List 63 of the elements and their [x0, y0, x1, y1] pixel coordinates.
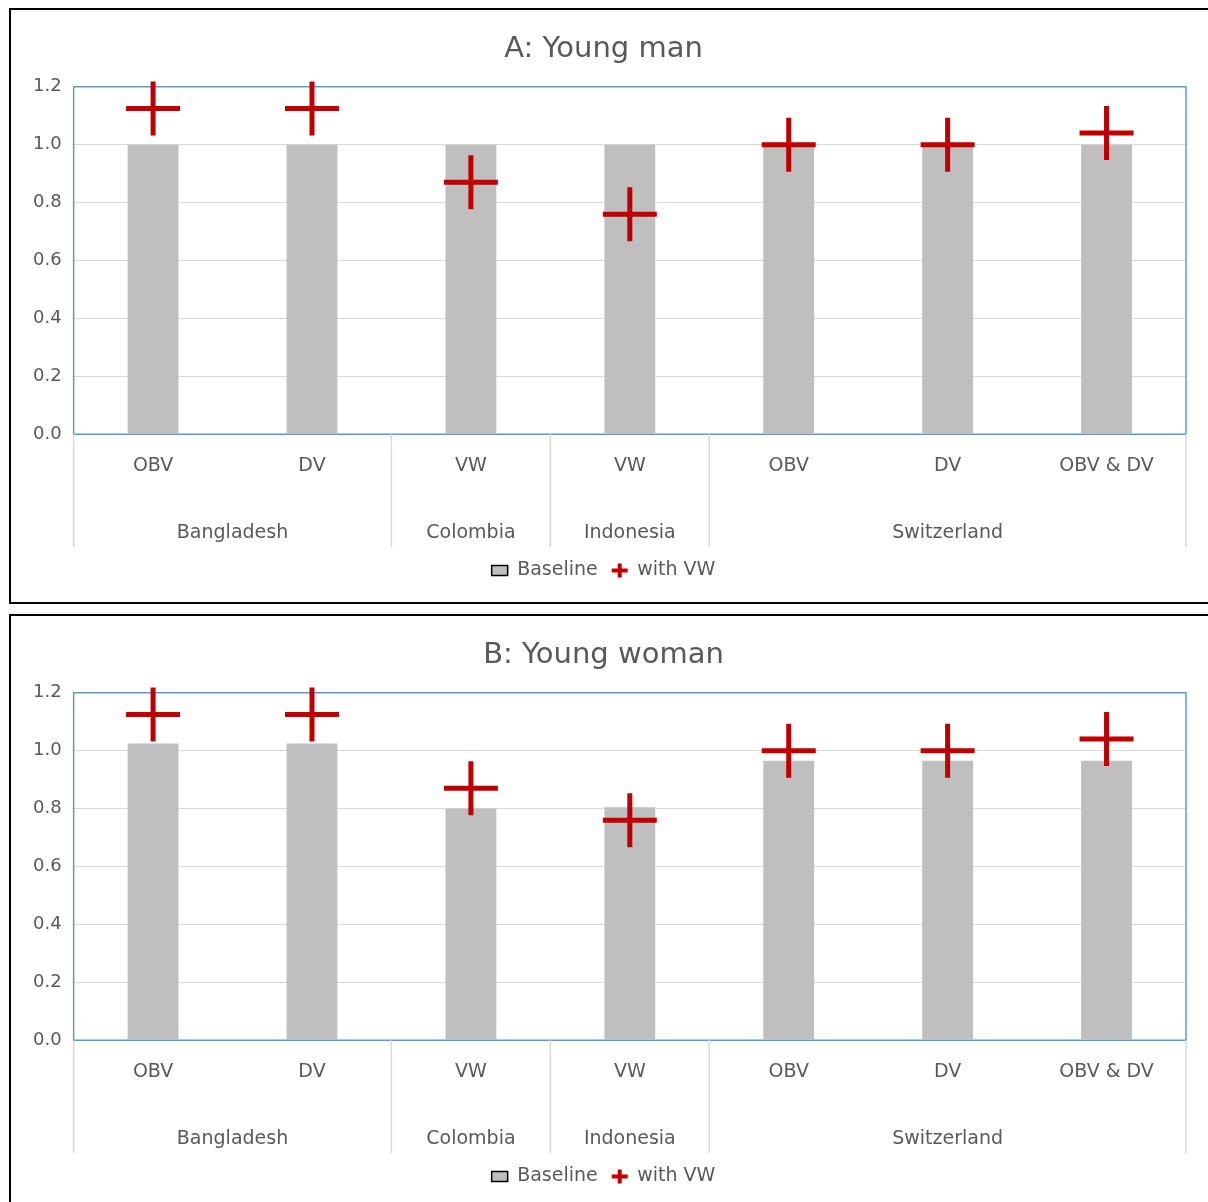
point [761, 117, 816, 172]
y-tick-label: 0.8 [32, 190, 62, 212]
x-tick-label: OBV [768, 1058, 809, 1081]
y-tick-label: 0.8 [32, 796, 62, 818]
x-tick-label: DV [933, 452, 962, 475]
bar [604, 807, 656, 1040]
bar [763, 760, 815, 1040]
text: Indonesia [583, 1125, 676, 1148]
y-tick-label: 0.4 [32, 306, 62, 328]
legend-label: Baseline [517, 557, 598, 580]
y-tick-label: 1.0 [32, 132, 62, 154]
y-tick-label: 0.0 [32, 421, 62, 443]
point [284, 687, 339, 742]
point [126, 687, 181, 742]
y-tick-label: 0.2 [32, 363, 62, 385]
point [284, 81, 339, 136]
point [761, 723, 816, 778]
point [602, 187, 657, 242]
point [602, 793, 657, 848]
bar [127, 743, 179, 1040]
x-tick-label: OBV & DV [1059, 1058, 1154, 1081]
y-tick-label: 1.2 [32, 680, 62, 702]
x-tick-label: DV [298, 1058, 326, 1081]
point [1079, 712, 1134, 767]
text: Indonesia [583, 519, 676, 542]
chart-title: A: Young man [504, 29, 703, 64]
point [443, 761, 498, 816]
text: Colombia [426, 1125, 516, 1148]
x-tick-label: VW [613, 452, 646, 475]
x-tick-label: VW [455, 1058, 487, 1081]
x-tick-label: OBV [768, 452, 809, 475]
x-tick-label: OBV [132, 452, 174, 475]
legend-label: with VW [637, 1163, 716, 1186]
legend-label: with VW [637, 557, 716, 580]
chart-title: B: Young woman [483, 635, 724, 670]
y-tick-label: 0.6 [32, 854, 62, 876]
y-tick-label: 1.0 [32, 738, 62, 760]
x-tick-label: DV [298, 452, 326, 475]
x-tick-label: OBV [132, 1058, 174, 1081]
x-tick-label: VW [613, 1058, 646, 1081]
point [1079, 106, 1134, 161]
bar [286, 743, 338, 1040]
y-tick-label: 1.2 [32, 74, 62, 96]
y-tick-label: 0.4 [32, 912, 62, 934]
text: Colombia [426, 519, 516, 542]
text: Bangladesh [176, 519, 289, 542]
y-tick-label: 0.0 [32, 1027, 62, 1049]
bar [445, 808, 497, 1040]
text: Switzerland [892, 519, 1004, 542]
point [126, 81, 181, 136]
y-tick-label: 0.2 [32, 969, 62, 991]
bar [1081, 760, 1132, 1040]
point [920, 117, 975, 172]
x-tick-label: VW [455, 452, 487, 475]
text: Switzerland [892, 1125, 1004, 1148]
bar [922, 760, 974, 1040]
y-tick-label: 0.6 [32, 248, 62, 270]
point [920, 723, 975, 778]
legend-label: Baseline [517, 1163, 598, 1186]
text: Bangladesh [176, 1125, 289, 1148]
x-tick-label: OBV & DV [1059, 452, 1154, 475]
x-tick-label: DV [933, 1058, 962, 1081]
point [443, 155, 498, 210]
